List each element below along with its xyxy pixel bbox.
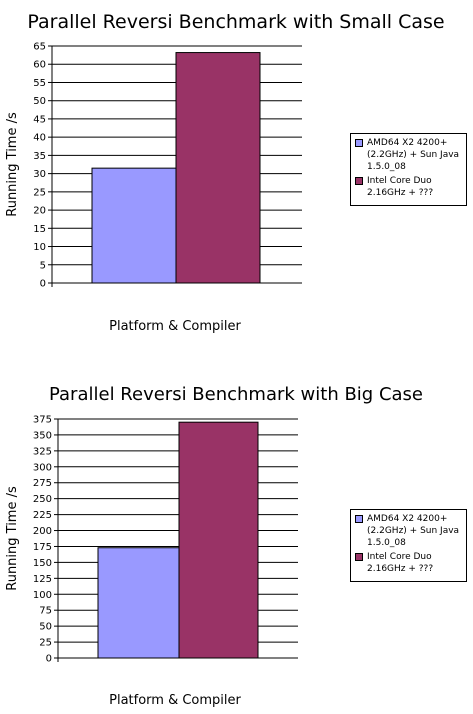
- x-axis-label: Platform & Compiler: [109, 693, 241, 708]
- y-tick-label: 20: [33, 206, 46, 217]
- y-tick-label: 25: [33, 187, 46, 198]
- y-tick-label: 65: [33, 42, 46, 53]
- y-tick-label: 300: [33, 462, 52, 473]
- legend-swatch: [355, 553, 363, 561]
- big-case-chart: Parallel Reversi Benchmark with Big Case…: [0, 357, 473, 714]
- y-tick-label: 200: [33, 526, 52, 537]
- y-tick-label: 0: [40, 279, 46, 290]
- legend-entry: Intel Core Duo 2.16GHz + ???: [355, 175, 462, 199]
- y-tick-label: 35: [33, 151, 46, 162]
- chart-title: Parallel Reversi Benchmark with Small Ca…: [27, 11, 444, 33]
- y-tick-label: 275: [33, 478, 52, 489]
- y-tick-label: 50: [33, 96, 46, 107]
- y-tick-label: 325: [33, 446, 52, 457]
- y-tick-label: 40: [33, 133, 46, 144]
- legend: AMD64 X2 4200+ (2.2GHz) + Sun Java 1.5.0…: [350, 133, 467, 206]
- y-tick-label: 5: [40, 260, 46, 271]
- chart-title: Parallel Reversi Benchmark with Big Case: [49, 384, 423, 405]
- bar-intel: [179, 422, 258, 658]
- y-tick-label: 375: [33, 415, 52, 426]
- y-tick-label: 150: [33, 558, 52, 569]
- legend-swatch: [355, 177, 363, 185]
- y-tick-label: 30: [33, 169, 46, 180]
- small-case-chart: Parallel Reversi Benchmark with Small Ca…: [0, 0, 473, 357]
- legend-swatch: [355, 139, 363, 147]
- y-axis-label: Running Time /s: [5, 486, 20, 591]
- bar-intel: [176, 53, 260, 283]
- legend-entry: Intel Core Duo 2.16GHz + ???: [355, 551, 462, 575]
- y-axis-label: Running Time /s: [5, 112, 20, 217]
- legend-label: Intel Core Duo 2.16GHz + ???: [367, 552, 433, 574]
- y-tick-label: 125: [33, 574, 52, 585]
- bar-amd64: [98, 548, 179, 658]
- legend-label: Intel Core Duo 2.16GHz + ???: [367, 176, 433, 198]
- y-tick-label: 175: [33, 542, 52, 553]
- y-tick-label: 225: [33, 510, 52, 521]
- y-tick-label: 50: [39, 622, 52, 633]
- y-tick-label: 55: [33, 78, 46, 89]
- y-tick-label: 75: [39, 606, 52, 617]
- legend-entry: AMD64 X2 4200+ (2.2GHz) + Sun Java 1.5.0…: [355, 513, 462, 549]
- legend-entry: AMD64 X2 4200+ (2.2GHz) + Sun Java 1.5.0…: [355, 137, 462, 173]
- bar-amd64: [92, 168, 176, 283]
- legend: AMD64 X2 4200+ (2.2GHz) + Sun Java 1.5.0…: [350, 509, 467, 582]
- legend-swatch: [355, 515, 363, 523]
- x-axis-label: Platform & Compiler: [109, 319, 241, 334]
- y-tick-label: 0: [46, 654, 52, 665]
- legend-label: AMD64 X2 4200+ (2.2GHz) + Sun Java 1.5.0…: [367, 138, 459, 172]
- y-tick-label: 100: [33, 590, 52, 601]
- y-tick-label: 25: [39, 638, 52, 649]
- legend-label: AMD64 X2 4200+ (2.2GHz) + Sun Java 1.5.0…: [367, 514, 459, 548]
- y-tick-label: 350: [33, 430, 52, 441]
- y-tick-label: 10: [33, 242, 46, 253]
- y-tick-label: 60: [33, 60, 46, 71]
- y-tick-label: 45: [33, 114, 46, 125]
- y-tick-label: 250: [33, 494, 52, 505]
- y-tick-label: 15: [33, 224, 46, 235]
